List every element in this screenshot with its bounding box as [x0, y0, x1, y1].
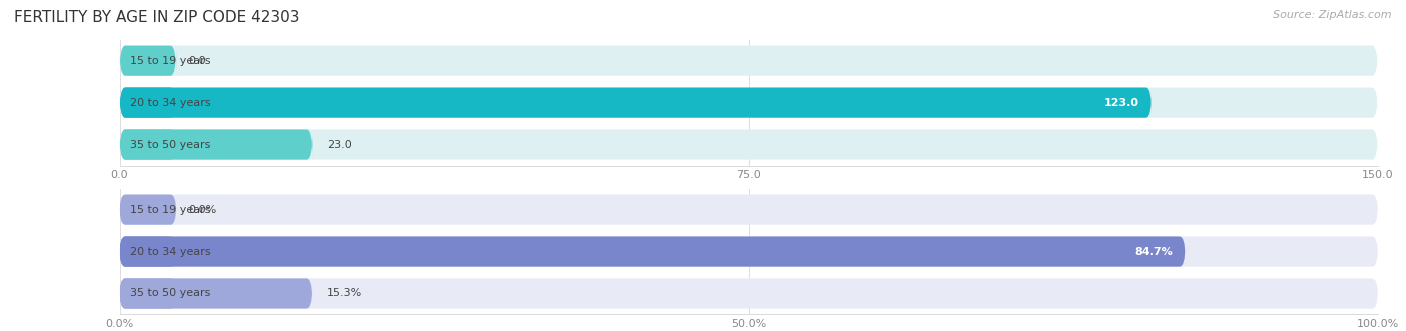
Text: 84.7%: 84.7% [1135, 247, 1173, 257]
FancyBboxPatch shape [120, 46, 1378, 76]
FancyBboxPatch shape [120, 278, 1378, 308]
Text: 0.0: 0.0 [188, 56, 207, 66]
FancyBboxPatch shape [120, 87, 176, 118]
Text: 15 to 19 years: 15 to 19 years [129, 205, 209, 214]
Text: 20 to 34 years: 20 to 34 years [129, 98, 211, 108]
FancyBboxPatch shape [120, 129, 312, 160]
Text: 35 to 50 years: 35 to 50 years [129, 289, 209, 299]
FancyBboxPatch shape [120, 87, 1378, 118]
Text: 123.0: 123.0 [1104, 98, 1139, 108]
FancyBboxPatch shape [120, 195, 176, 225]
Text: 35 to 50 years: 35 to 50 years [129, 140, 209, 150]
Text: FERTILITY BY AGE IN ZIP CODE 42303: FERTILITY BY AGE IN ZIP CODE 42303 [14, 10, 299, 25]
FancyBboxPatch shape [120, 236, 1378, 267]
FancyBboxPatch shape [120, 46, 176, 76]
Text: 15 to 19 years: 15 to 19 years [129, 56, 209, 66]
Text: 20 to 34 years: 20 to 34 years [129, 247, 211, 257]
FancyBboxPatch shape [120, 236, 1185, 267]
FancyBboxPatch shape [120, 195, 1378, 225]
FancyBboxPatch shape [120, 278, 312, 308]
FancyBboxPatch shape [120, 87, 1152, 118]
FancyBboxPatch shape [120, 278, 176, 308]
FancyBboxPatch shape [120, 129, 176, 160]
Text: 23.0: 23.0 [328, 140, 353, 150]
FancyBboxPatch shape [120, 236, 176, 267]
Text: 15.3%: 15.3% [328, 289, 363, 299]
Text: 0.0%: 0.0% [188, 205, 217, 214]
FancyBboxPatch shape [120, 129, 1378, 160]
Text: Source: ZipAtlas.com: Source: ZipAtlas.com [1274, 10, 1392, 20]
